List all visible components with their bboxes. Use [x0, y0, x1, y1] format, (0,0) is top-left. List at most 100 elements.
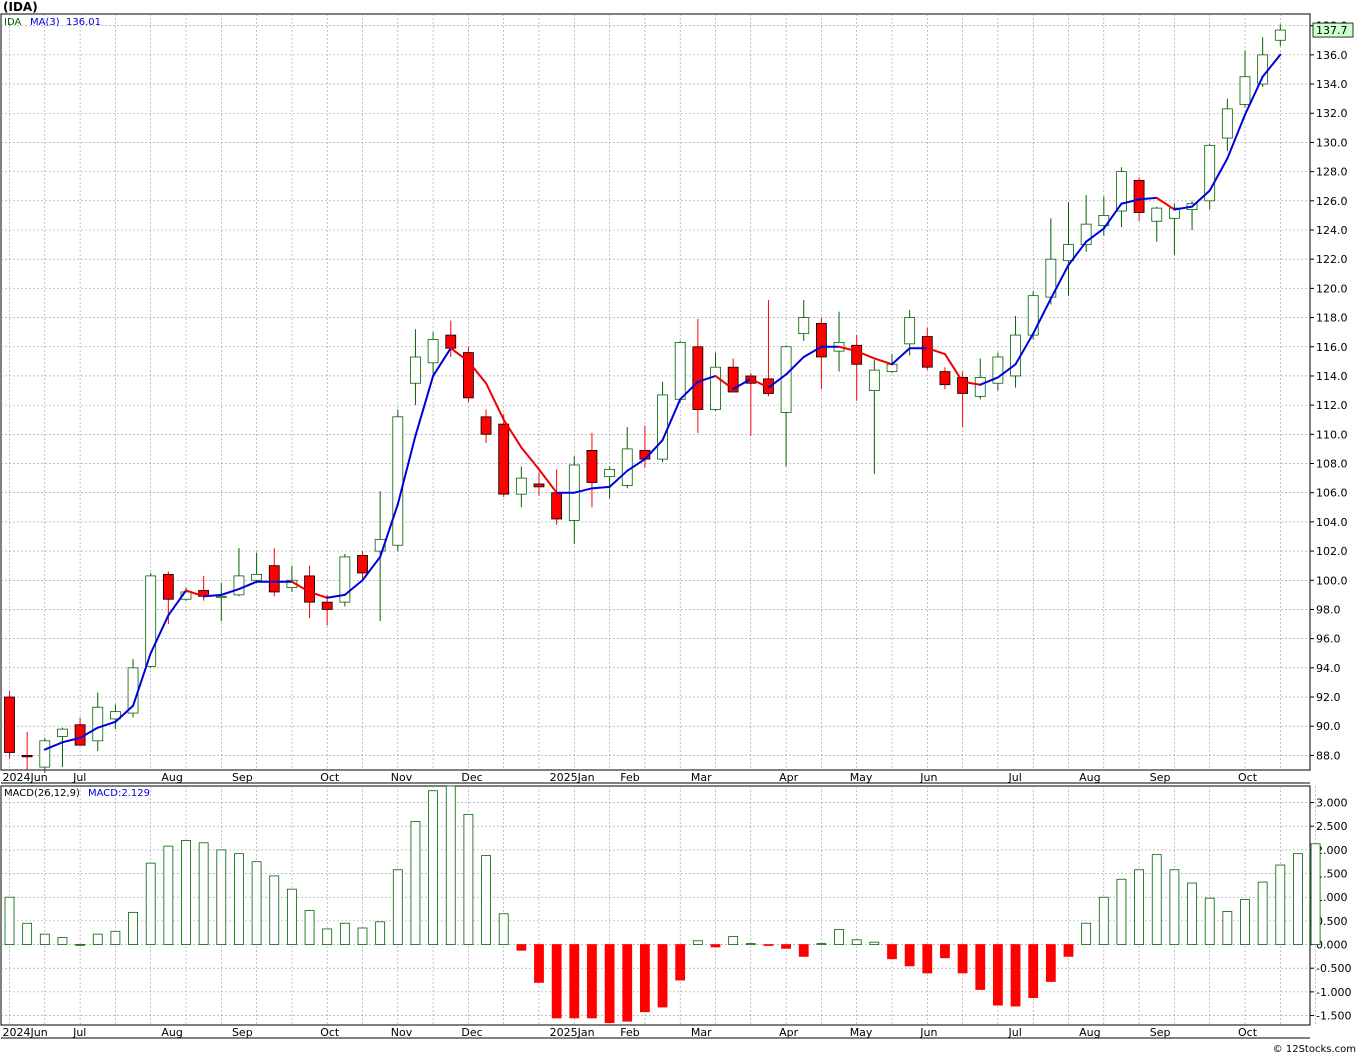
macd-y-tick-label: 1.500 [1316, 868, 1348, 881]
price-y-tick-label: 102.0 [1316, 545, 1348, 558]
ma3-segment [749, 377, 770, 389]
candle [604, 466, 615, 499]
candle-body [162, 574, 174, 600]
macd-bar [745, 943, 756, 945]
macd-bar [269, 875, 280, 945]
macd-bar [1310, 843, 1321, 945]
candle-body [974, 377, 986, 397]
ma3-segment [1067, 240, 1088, 267]
candle-body [816, 323, 827, 358]
candle-body [427, 339, 439, 364]
ma3-segment [414, 374, 435, 437]
price-x-tick-label: Jul [72, 771, 86, 784]
macd-x-tick-label: Jun [919, 1026, 937, 1039]
ma3-segment [114, 704, 135, 723]
price-x-tick-label: 2024Jun [3, 771, 48, 784]
macd-bar [622, 944, 633, 1022]
candle-body [4, 696, 15, 753]
ma3-segment [396, 434, 417, 506]
candle [357, 551, 368, 579]
candle [710, 352, 721, 411]
price-y-tick-label: 104.0 [1316, 516, 1348, 529]
ma3-segment [961, 380, 982, 386]
candle-body [1257, 54, 1269, 85]
candle-body [904, 317, 916, 345]
macd-x-tick-label: Jul [72, 1026, 86, 1039]
price-x-tick-label: Apr [779, 771, 799, 784]
price-x-tick-label: Oct [320, 771, 340, 784]
price-y-tick-label: 132.0 [1316, 107, 1348, 120]
price-x-tick-label: May [850, 771, 873, 784]
candle [992, 352, 1004, 391]
candle-body [145, 575, 157, 667]
macd-x-tick-label: Mar [691, 1026, 712, 1039]
candle [939, 367, 951, 390]
ma3-segment [1244, 75, 1264, 116]
macd-x-tick-label: Nov [391, 1026, 413, 1039]
price-y-tick-label: 118.0 [1316, 312, 1348, 325]
price-y-tick-label: 98.0 [1316, 603, 1341, 616]
macd-y-tick-label: 0.000 [1316, 939, 1348, 952]
macd-bar [1240, 899, 1250, 945]
price-panel: 88.0 90.0 92.0 94.0 96.0 98.0 100.0 102.0 104.0 1… [0, 13, 1354, 784]
candle [57, 727, 68, 768]
macd-bar [1151, 854, 1162, 945]
ma3-segment [643, 439, 664, 461]
macd-bar [22, 922, 33, 945]
macd-bar [534, 944, 544, 983]
macd-bar [604, 944, 615, 1024]
candle [215, 583, 227, 622]
macd-bar [304, 910, 315, 945]
macd-x-tick-label: Feb [620, 1026, 639, 1039]
ma3-segment [520, 446, 540, 471]
price-x-tick-label: Oct [1238, 771, 1258, 784]
macd-y-tick-label: -1.500 [1316, 1010, 1351, 1023]
candle-body [992, 356, 1004, 384]
candle [515, 466, 527, 508]
candle-body [462, 352, 474, 399]
macd-bar [692, 940, 703, 945]
candle-body [357, 555, 368, 574]
ma3-segment [237, 580, 258, 591]
candle [462, 346, 474, 403]
candle [1151, 206, 1163, 242]
ma3-segment [767, 373, 788, 389]
macd-bar [975, 944, 986, 990]
macd-panel: 3.000 2.500 2.000 1.500 1.000 0.500 0.000 -0.50… [0, 785, 1351, 1039]
macd-bar [710, 944, 721, 948]
ma3-segment [449, 347, 470, 363]
macd-bar [763, 944, 774, 946]
candle [1221, 98, 1233, 152]
ma3-segment [696, 374, 717, 383]
ma3-segment [1226, 113, 1246, 160]
price-y-tick-label: 110.0 [1316, 428, 1348, 441]
macd-bar [498, 913, 509, 945]
ma3-segment [1191, 189, 1211, 208]
macd-bar [957, 944, 968, 974]
candle-body [445, 334, 457, 349]
ma3-segment [926, 347, 946, 356]
candle-body [1204, 144, 1216, 202]
candle [251, 552, 263, 584]
price-x-tick-label: Sep [232, 771, 253, 784]
macd-x-tick-label: 2024Jun [3, 1026, 48, 1039]
macd-bar [922, 944, 933, 974]
ma3-segment [132, 652, 152, 707]
price-y-tick-label: 96.0 [1316, 633, 1341, 646]
price-y-tick-label: 106.0 [1316, 487, 1348, 500]
ma3-segment [202, 593, 223, 598]
macd-x-tick-label: 2025Jan [550, 1026, 595, 1039]
macd-y-tick-label: 2.500 [1316, 820, 1348, 833]
candle-body [1274, 29, 1286, 41]
ma3-segment [220, 588, 240, 596]
site-credit: © 12Stocks.com [1272, 1044, 1356, 1055]
macd-bar [816, 943, 827, 945]
macd-x-tick-label: Sep [1150, 1026, 1171, 1039]
macd-x-tick-label: Aug [161, 1026, 182, 1039]
macd-x-tick-label: Oct [320, 1026, 340, 1039]
ma3-segment [149, 614, 170, 655]
macd-bar [392, 869, 403, 945]
macd-bar [993, 944, 1003, 1006]
macd-bar [1187, 882, 1197, 945]
price-y-tick-label: 134.0 [1316, 78, 1348, 91]
